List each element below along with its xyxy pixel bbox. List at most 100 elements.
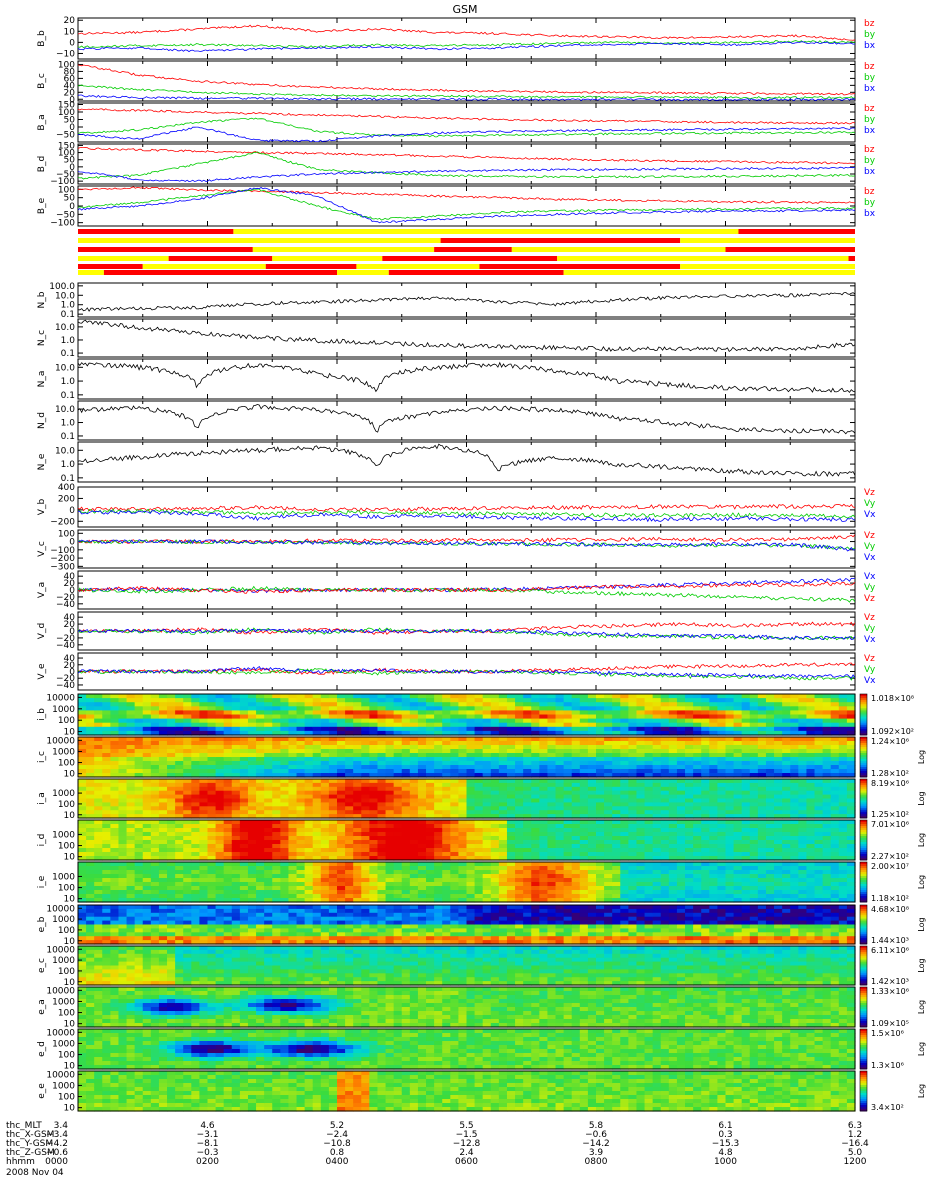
spectrogram-cell (587, 779, 597, 784)
spectrogram-cell (531, 806, 540, 811)
spectrogram-cell (272, 794, 281, 800)
spectrogram-cell (709, 726, 718, 732)
spectrogram-cell (668, 702, 678, 707)
spectrogram-cell (207, 779, 217, 784)
spectrogram-cell (223, 802, 233, 807)
spectrogram-cell (506, 820, 516, 825)
spectrogram-cell (239, 749, 249, 754)
spectrogram-cell (183, 898, 192, 903)
spectrogram-cell (118, 836, 128, 841)
spectrogram-cell (158, 757, 168, 762)
ylabel-V_e: V_e (37, 663, 47, 680)
spectrogram-cell (191, 714, 200, 720)
spectrogram-cell (175, 718, 184, 724)
spectrogram-cell (765, 702, 775, 707)
spectrogram-cell (272, 870, 281, 875)
spectrogram-cell (725, 694, 735, 699)
spectrogram-cell (361, 737, 370, 742)
spectrogram-cell (126, 706, 136, 711)
spectrogram-cell (288, 898, 298, 903)
spectrogram-cell (506, 749, 516, 754)
spectrogram-cell (417, 773, 427, 778)
spectrogram-cell (814, 714, 824, 720)
spectrogram-cell (523, 844, 532, 849)
spectrogram-cell (442, 790, 451, 796)
spectrogram-cell (231, 782, 241, 788)
spectrogram-cell (110, 886, 120, 891)
ytick-label: 0.1 (61, 349, 75, 359)
spectrogram-cell (377, 753, 387, 758)
spectrogram-cell (490, 753, 500, 758)
spectrogram-cell (158, 866, 168, 871)
spectrogram-cell (668, 714, 678, 720)
spectrogram-cell (207, 828, 217, 833)
spectrogram-cell (134, 840, 144, 845)
spectrogram-cell (393, 745, 403, 750)
spectrogram-cell (506, 798, 516, 803)
spectrogram-cell (693, 753, 702, 758)
spectrogram-cell (474, 840, 484, 845)
spectrogram-cell (328, 828, 338, 833)
spectrogram-cell (353, 802, 362, 807)
series-N_a-N_a (78, 361, 855, 394)
spectrogram-cell (604, 856, 613, 861)
spectrogram-cell (798, 832, 808, 837)
spectrogram-cell (579, 722, 589, 728)
spectrogram-cell (175, 702, 184, 707)
spectrogram-cell (320, 790, 330, 796)
spectrogram-cell (215, 694, 225, 699)
legend-V_a-Vy: Vy (864, 583, 876, 593)
ytick-label: 10.0 (55, 363, 75, 373)
spectrogram-cell (822, 802, 832, 807)
spectrogram-cell (175, 832, 184, 837)
spectrogram-cell (142, 706, 152, 711)
spectrogram-cell (434, 782, 443, 788)
spectrogram-cell (337, 722, 346, 728)
spectrogram-cell (717, 757, 727, 762)
colorbar-cell (860, 747, 867, 750)
spectrogram-cell (175, 722, 184, 728)
spectrogram-cell (701, 694, 710, 699)
spectrogram-cell (458, 856, 468, 861)
spectrogram-cell (442, 741, 451, 746)
spectrogram-cell (434, 718, 443, 724)
spectrogram-cell (134, 832, 144, 837)
spectrogram-cell (612, 844, 621, 849)
spectrogram-cell (790, 702, 799, 707)
spectrogram-cell (733, 710, 743, 716)
spectrogram-cell (256, 882, 265, 887)
spectrogram-cell (86, 828, 95, 833)
spectrogram-cell (223, 844, 233, 849)
spectrogram-cell (401, 786, 411, 792)
spectrogram-cell (555, 718, 565, 724)
spectrogram-cell (215, 790, 225, 796)
spectrogram-cell (247, 702, 257, 707)
spectrogram-cell (312, 745, 322, 750)
spectrogram-cell (733, 836, 743, 841)
spectrogram-cell (741, 773, 751, 778)
spectrogram-cell (701, 753, 710, 758)
spectrogram-cell (264, 765, 273, 770)
spectrogram-cell (304, 761, 314, 766)
spectrogram-cell (442, 848, 451, 853)
spectrogram-cell (571, 718, 581, 724)
spectrogram-cell (434, 722, 443, 728)
panel-frame-N_e (77, 441, 856, 483)
spectrogram-cell (231, 866, 241, 871)
spectrogram-cell (466, 782, 476, 788)
spectrogram-cell (620, 840, 629, 845)
spectrogram-cell (693, 814, 702, 819)
spectrogram-cell (782, 726, 791, 732)
spectrogram-cell (312, 820, 322, 825)
spectrogram-cell (434, 761, 443, 766)
spectrogram-cell (377, 741, 387, 746)
ytick-label: 150 (58, 141, 75, 151)
spectrogram-cell (272, 779, 281, 784)
spectrogram-cell (628, 773, 638, 778)
spectrogram-cell (264, 710, 273, 716)
spectrogram-cell (798, 741, 808, 746)
spectrogram-cell (830, 836, 840, 841)
ytick-label: −100 (50, 219, 75, 229)
spectrogram-cell (798, 714, 808, 720)
spectrogram-cell (733, 820, 743, 825)
